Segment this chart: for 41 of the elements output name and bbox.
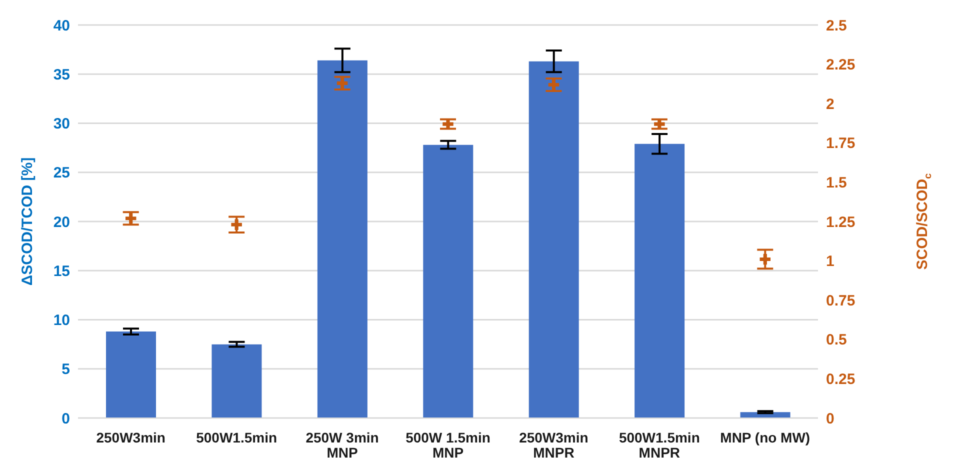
- bar: [423, 144, 474, 418]
- point: [548, 79, 560, 90]
- y2-tick-label: 0: [826, 410, 834, 428]
- point: [654, 118, 665, 130]
- y-axis-title: ΔSCOD/TCOD [%]: [18, 157, 36, 286]
- point: [231, 219, 242, 230]
- y2-tick-label: 2.25: [826, 56, 856, 74]
- y-tick-label: 5: [62, 361, 70, 378]
- point: [760, 254, 771, 265]
- point: [125, 212, 136, 224]
- y2-tick-label: 1.5: [826, 174, 847, 192]
- y-tick-label: 40: [53, 17, 70, 34]
- y-tick-label: 25: [53, 164, 70, 182]
- y2-tick-label: 0.5: [826, 332, 847, 349]
- y2-tick-label: 2: [826, 96, 834, 113]
- y2-tick-label: 1.75: [826, 135, 856, 152]
- y-tick-label: 0: [62, 410, 70, 428]
- point: [442, 118, 454, 130]
- bar: [106, 332, 156, 418]
- y-tick-label: 35: [53, 66, 70, 84]
- bar: [212, 344, 262, 418]
- bar: [528, 61, 579, 418]
- x-tick-label: 500W 1.5min MNP: [406, 430, 490, 458]
- y-tick-label: 10: [53, 312, 70, 330]
- y2-tick-label: 2.5: [826, 17, 847, 34]
- x-tick-label: MNP (no MW): [720, 430, 810, 446]
- y-tick-label: 20: [53, 214, 70, 231]
- y2-tick-label: 1.25: [826, 214, 856, 231]
- x-tick-label: 500W1.5min MNPR: [618, 430, 700, 458]
- x-tick-label: 250W3min MNPR: [519, 430, 588, 458]
- y-tick-label: 15: [53, 262, 70, 280]
- x-tick-label: 250W 3min MNP: [306, 430, 379, 458]
- bar: [634, 144, 685, 418]
- x-tick-label: 250W3min: [96, 430, 166, 446]
- x-tick-label: 500W1.5min: [196, 430, 278, 446]
- y2-tick-label: 0.25: [826, 371, 856, 388]
- y2-tick-label: 0.75: [826, 292, 856, 310]
- y-tick-label: 30: [53, 116, 70, 133]
- bar: [317, 60, 368, 418]
- y2-tick-label: 1: [826, 253, 834, 270]
- point: [336, 78, 348, 89]
